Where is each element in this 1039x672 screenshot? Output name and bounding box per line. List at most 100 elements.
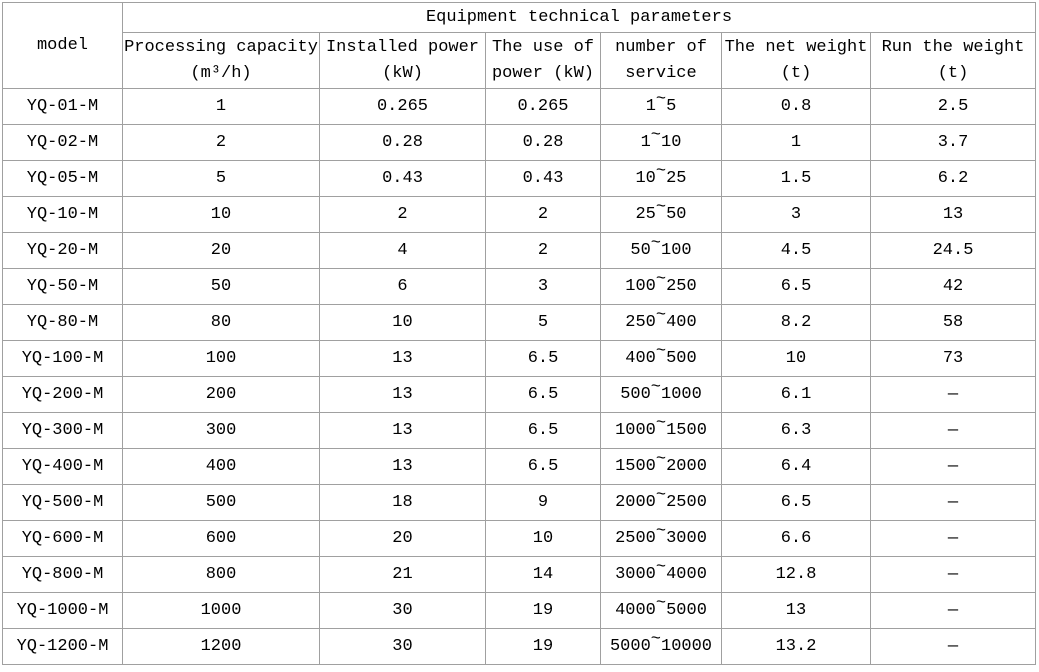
- cell-number-of-service: 2500~3000: [600, 520, 722, 557]
- cell-installed-power: 10: [319, 304, 486, 341]
- range-tilde: ~: [650, 629, 661, 649]
- cell-run-weight: 3.7: [869, 124, 1037, 161]
- cell-model: YQ-1200-M: [2, 628, 123, 665]
- cell-model: YQ-50-M: [2, 268, 123, 305]
- model-column-header: model: [2, 2, 123, 89]
- cell-model: YQ-1000-M: [2, 592, 123, 629]
- cell-processing-capacity: 20: [122, 232, 320, 269]
- cell-installed-power: 0.265: [319, 88, 486, 125]
- cell-installed-power: 13: [319, 340, 486, 377]
- table-row: YQ-100-M 100 13 6.5 400~500 10 73: [2, 340, 1037, 377]
- cell-processing-capacity: 300: [122, 412, 320, 449]
- cell-use-of-power: 0.28: [485, 124, 601, 161]
- cell-run-weight: 42: [869, 268, 1037, 305]
- cell-number-of-service: 3000~4000: [600, 556, 722, 593]
- table-body: YQ-01-M 1 0.265 0.265 1~5 0.8 2.5 YQ-02-M 2 0.28 0…: [2, 88, 1037, 665]
- cell-number-of-service: 1~5: [600, 88, 722, 125]
- table-row: YQ-300-M 300 13 6.5 1000~1500 6.3—: [2, 412, 1037, 449]
- cell-number-of-service: 500~1000: [600, 376, 722, 413]
- table-row: YQ-1200-M 1200 30 19 5000~10000 13.2—: [2, 628, 1037, 665]
- cell-use-of-power: 19: [485, 592, 601, 629]
- cell-net-weight: 6.6: [721, 520, 871, 557]
- cell-installed-power: 0.43: [319, 160, 486, 197]
- cell-processing-capacity: 1: [122, 88, 320, 125]
- cell-number-of-service: 25~50: [600, 196, 722, 233]
- table-row: YQ-05-M 5 0.43 0.43 10~25 1.5 6.2: [2, 160, 1037, 197]
- column-header-line2: (kW): [382, 63, 423, 83]
- cell-processing-capacity: 500: [122, 484, 320, 521]
- cell-installed-power: 20: [319, 520, 486, 557]
- table-row: YQ-10-M 10 2 2 25~50 3 13: [2, 196, 1037, 233]
- cell-net-weight: 6.3: [721, 412, 871, 449]
- range-tilde: ~: [655, 305, 667, 325]
- column-header-line1: The use of: [491, 37, 595, 57]
- cell-net-weight: 13.2: [721, 628, 871, 665]
- cell-processing-capacity: 1200: [122, 628, 320, 665]
- cell-run-weight: —: [869, 376, 1037, 413]
- cell-net-weight: 0.8: [721, 88, 871, 125]
- cell-use-of-power: 6.5: [485, 376, 601, 413]
- cell-number-of-service: 5000~10000: [600, 628, 722, 665]
- cell-model: YQ-600-M: [2, 520, 123, 557]
- cell-run-weight: —: [869, 484, 1037, 521]
- cell-processing-capacity: 200: [122, 376, 320, 413]
- column-header-line1: number of: [615, 37, 707, 57]
- column-header-1: Installed power (kW): [319, 32, 486, 89]
- cell-installed-power: 18: [319, 484, 486, 521]
- cell-model: YQ-800-M: [2, 556, 123, 593]
- cell-number-of-service: 50~100: [600, 232, 722, 269]
- cell-model: YQ-80-M: [2, 304, 123, 341]
- column-header-line1: The net weight: [724, 37, 868, 57]
- cell-processing-capacity: 1000: [122, 592, 320, 629]
- cell-net-weight: 13: [721, 592, 871, 629]
- cell-number-of-service: 4000~5000: [600, 592, 722, 629]
- cell-processing-capacity: 800: [122, 556, 320, 593]
- table-row: YQ-50-M 50 6 3 100~250 6.5 42: [2, 268, 1037, 305]
- cell-use-of-power: 14: [485, 556, 601, 593]
- column-header-3: number of service: [600, 32, 722, 89]
- cell-model: YQ-100-M: [2, 340, 123, 377]
- cell-installed-power: 30: [319, 592, 486, 629]
- range-tilde: ~: [655, 485, 667, 505]
- range-tilde: ~: [655, 269, 667, 289]
- column-header-0: Processing capacity (m³/h): [122, 32, 320, 89]
- cell-installed-power: 21: [319, 556, 486, 593]
- column-header-line2: (t): [780, 63, 812, 83]
- cell-net-weight: 6.5: [721, 268, 871, 305]
- cell-installed-power: 0.28: [319, 124, 486, 161]
- cell-number-of-service: 1000~1500: [600, 412, 722, 449]
- cell-net-weight: 1: [721, 124, 871, 161]
- column-header-line1: Run the weight: [881, 37, 1025, 57]
- range-tilde: ~: [650, 377, 661, 397]
- table-row: YQ-200-M 200 13 6.5 500~1000 6.1—: [2, 376, 1037, 413]
- cell-run-weight: —: [869, 412, 1037, 449]
- cell-use-of-power: 10: [485, 520, 601, 557]
- column-header-line1: Installed power: [325, 37, 480, 57]
- cell-installed-power: 2: [319, 196, 486, 233]
- cell-number-of-service: 400~500: [600, 340, 722, 377]
- cell-number-of-service: 250~400: [600, 304, 722, 341]
- cell-model: YQ-400-M: [2, 448, 123, 485]
- cell-processing-capacity: 10: [122, 196, 320, 233]
- cell-use-of-power: 9: [485, 484, 601, 521]
- cell-processing-capacity: 600: [122, 520, 320, 557]
- cell-number-of-service: 1~10: [600, 124, 722, 161]
- table-row: YQ-800-M 800 21 14 3000~4000 12.8—: [2, 556, 1037, 593]
- column-header-line2: (m³/h): [190, 63, 252, 83]
- cell-net-weight: 8.2: [721, 304, 871, 341]
- range-tilde: ~: [655, 161, 667, 181]
- cell-model: YQ-02-M: [2, 124, 123, 161]
- cell-net-weight: 3: [721, 196, 871, 233]
- cell-run-weight: 2.5: [869, 88, 1037, 125]
- cell-use-of-power: 5: [485, 304, 601, 341]
- range-tilde: ~: [655, 197, 667, 217]
- cell-processing-capacity: 50: [122, 268, 320, 305]
- column-header-line2: power (kW): [491, 63, 595, 83]
- column-header-4: The net weight (t): [721, 32, 871, 89]
- cell-net-weight: 6.5: [721, 484, 871, 521]
- cell-use-of-power: 6.5: [485, 448, 601, 485]
- cell-run-weight: 58: [869, 304, 1037, 341]
- cell-run-weight: 13: [869, 196, 1037, 233]
